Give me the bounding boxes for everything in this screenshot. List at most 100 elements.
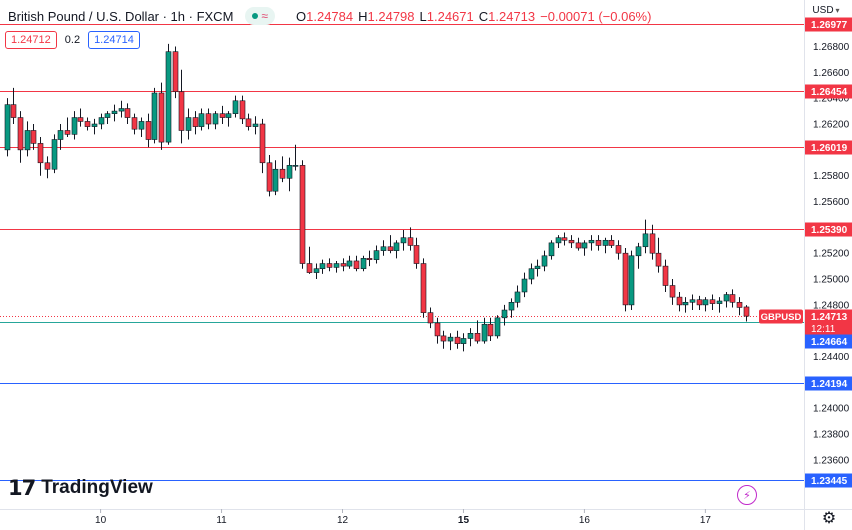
level-label-bg	[805, 84, 852, 99]
candle-body	[581, 242, 588, 249]
current-price-label: 1.24713	[811, 312, 848, 323]
candle-body	[440, 335, 447, 342]
candle-body	[340, 263, 347, 267]
candle-body	[575, 242, 582, 249]
candle-body	[514, 291, 521, 303]
buy-button[interactable]: 1.24714	[88, 31, 140, 49]
level-label-bg	[805, 17, 852, 32]
candle-body	[427, 312, 434, 324]
candle-body	[602, 239, 609, 246]
symbol-tag-bg	[759, 309, 803, 324]
currency-selector[interactable]: USD ▾	[806, 5, 846, 16]
candle-body	[158, 92, 165, 143]
candle-body	[326, 263, 333, 268]
candle-body	[649, 233, 656, 254]
candle-body	[662, 265, 669, 286]
candle-body	[252, 123, 259, 127]
candle-body	[534, 265, 541, 270]
candle-body	[279, 168, 286, 179]
candle-body	[541, 255, 548, 267]
candle-body	[84, 121, 91, 127]
x-tick-label: 15	[458, 515, 470, 526]
candle-body	[642, 233, 649, 248]
close-value: 1.24713	[488, 8, 536, 24]
y-tick-label: 1.24800	[813, 300, 850, 311]
candle-body	[4, 104, 11, 151]
candle-body	[373, 250, 380, 260]
candle-body	[299, 165, 306, 264]
candle-body	[709, 299, 716, 304]
candle-body	[259, 123, 266, 164]
candle-body	[10, 104, 17, 118]
candle-body	[219, 113, 226, 118]
level-label: 1.24194	[811, 379, 848, 390]
market-status[interactable]: ≈	[245, 7, 275, 25]
candle-body	[37, 143, 44, 164]
candle-body	[64, 130, 71, 135]
sell-button[interactable]: 1.24712	[5, 31, 57, 49]
candle-body	[682, 301, 689, 306]
low-label: L	[419, 8, 427, 24]
candle-body	[400, 237, 407, 244]
x-tick-label: 17	[700, 515, 712, 526]
level-label-bg	[805, 473, 852, 488]
y-tick-label: 1.25800	[813, 171, 850, 182]
spread-value: 0.2	[64, 34, 81, 46]
candle-body	[481, 323, 488, 342]
candle-body	[286, 165, 293, 179]
candle-body	[239, 100, 246, 120]
candle-body	[521, 278, 528, 293]
lightning-icon[interactable]: ⚡	[737, 485, 757, 505]
candle-body	[508, 301, 515, 311]
y-tick-label: 1.25000	[813, 275, 850, 286]
candle-body	[393, 242, 400, 251]
candle-body	[266, 162, 273, 192]
candle-body	[561, 237, 568, 241]
y-tick-label: 1.24400	[813, 352, 850, 363]
candle-body	[30, 130, 37, 144]
candle-body	[548, 242, 555, 257]
y-tick-label: 1.25200	[813, 249, 850, 260]
level-label-bg	[805, 376, 852, 391]
candle-body	[51, 139, 58, 170]
level-label: 1.25390	[811, 225, 848, 236]
candle-body	[333, 263, 340, 268]
quote-panel: 1.24712 0.2 1.24714	[5, 31, 140, 49]
symbol-tag: GBPUSD	[761, 312, 802, 323]
candle-body	[387, 246, 394, 251]
candle-body	[669, 285, 676, 298]
candle-body	[104, 113, 111, 118]
candle-body	[460, 338, 467, 344]
current-price-bg	[805, 309, 852, 336]
candle-body	[494, 317, 501, 337]
candle-body	[44, 162, 51, 170]
candle-body	[615, 245, 622, 254]
chevron-down-icon: ▾	[835, 6, 840, 15]
level-label: 1.26977	[811, 20, 848, 31]
candle-body	[145, 121, 152, 140]
candle-body	[292, 165, 299, 167]
candle-body	[696, 299, 703, 306]
candle-body	[454, 336, 461, 344]
candle-body	[178, 91, 185, 131]
tradingview-logo[interactable]: 17 TradingView	[8, 476, 153, 500]
high-value: 1.24798	[367, 8, 415, 24]
y-tick-label: 1.25600	[813, 197, 850, 208]
candle-body	[225, 113, 232, 118]
candle-body	[185, 117, 192, 131]
candle-body	[434, 322, 441, 337]
wave-icon: ≈	[261, 9, 268, 23]
high-label: H	[358, 8, 368, 24]
candle-body	[24, 130, 31, 151]
candle-body	[676, 296, 683, 306]
symbol-title[interactable]: British Pound / U.S. Dollar · 1h · FXCM	[8, 8, 234, 24]
candle-body	[232, 100, 239, 114]
candle-body	[474, 333, 481, 342]
candle-body	[608, 239, 615, 246]
candle-body	[628, 255, 635, 306]
candle-body	[736, 301, 743, 308]
gear-icon[interactable]: ⚙	[821, 510, 837, 527]
candle-body	[568, 239, 575, 244]
level-label: 1.26019	[811, 143, 848, 154]
